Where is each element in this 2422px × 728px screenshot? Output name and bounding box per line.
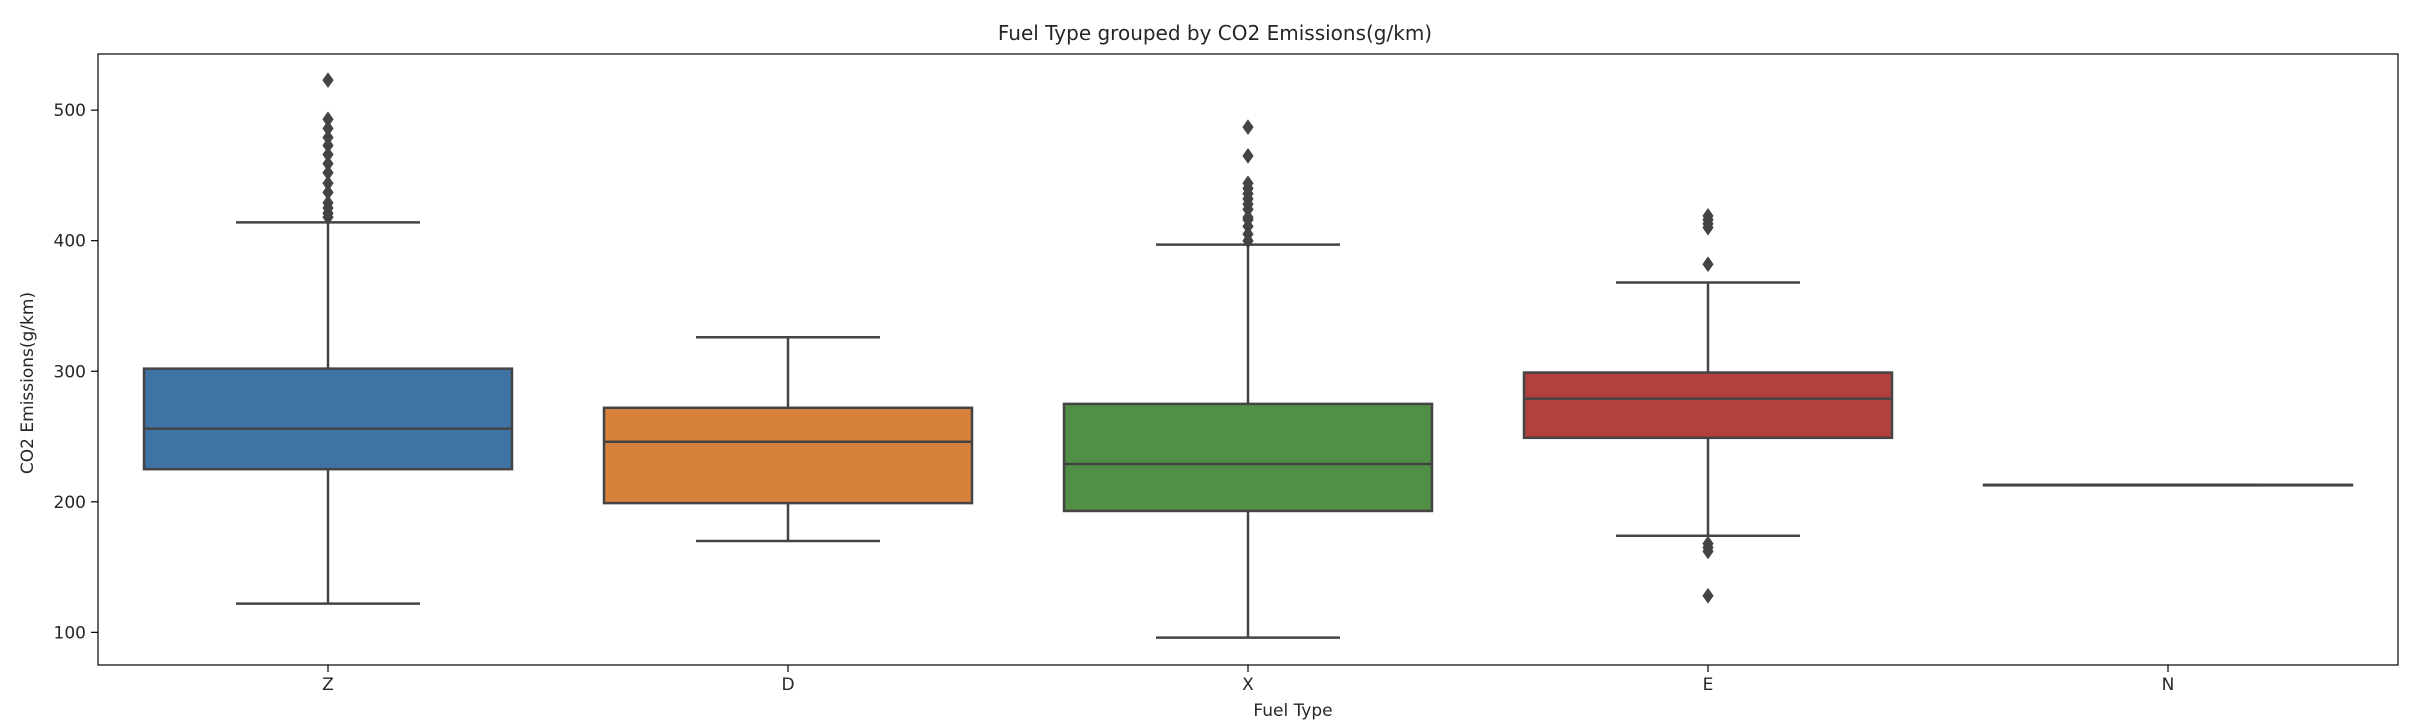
- y-tick-label: 200: [54, 493, 86, 513]
- outlier-point: [322, 146, 334, 163]
- chart-title: Fuel Type grouped by CO2 Emissions(g/km): [998, 21, 1432, 45]
- box-Z: [142, 367, 514, 471]
- outlier-point: [1702, 256, 1714, 273]
- outlier-point: [1702, 208, 1714, 224]
- outlier-point: [1242, 119, 1254, 135]
- outlier-point: [322, 184, 334, 201]
- x-tick-label: Z: [322, 675, 334, 695]
- y-axis-label: CO2 Emissions(g/km): [18, 292, 38, 474]
- x-tick-label: X: [1242, 675, 1254, 695]
- y-tick-label: 100: [54, 623, 86, 643]
- outlier-point: [322, 120, 334, 137]
- y-tick-label: 500: [54, 101, 86, 121]
- outlier-point: [322, 72, 334, 88]
- outlier-point: [1242, 175, 1254, 192]
- box-E: [1522, 371, 1894, 440]
- outlier-point: [322, 164, 334, 181]
- outlier-point: [322, 111, 334, 128]
- outlier-point: [322, 129, 334, 146]
- outlier-point: [322, 194, 334, 211]
- x-tick-label: E: [1703, 675, 1714, 695]
- x-tick-label: N: [2162, 675, 2175, 695]
- outlier-point: [1702, 535, 1714, 552]
- box-D: [602, 406, 974, 505]
- outlier-point: [322, 155, 334, 172]
- x-tick-label: D: [781, 675, 794, 695]
- outlier-point: [322, 175, 334, 192]
- y-tick-label: 400: [54, 232, 86, 252]
- outlier-point: [1702, 587, 1714, 604]
- box-X: [1062, 402, 1434, 513]
- y-tick-label: 300: [54, 362, 86, 382]
- x-axis-label: Fuel Type: [1253, 701, 1332, 721]
- plot-area: 100 200 300 400 500 Z D X E N: [54, 53, 2399, 695]
- outlier-point: [1242, 147, 1254, 164]
